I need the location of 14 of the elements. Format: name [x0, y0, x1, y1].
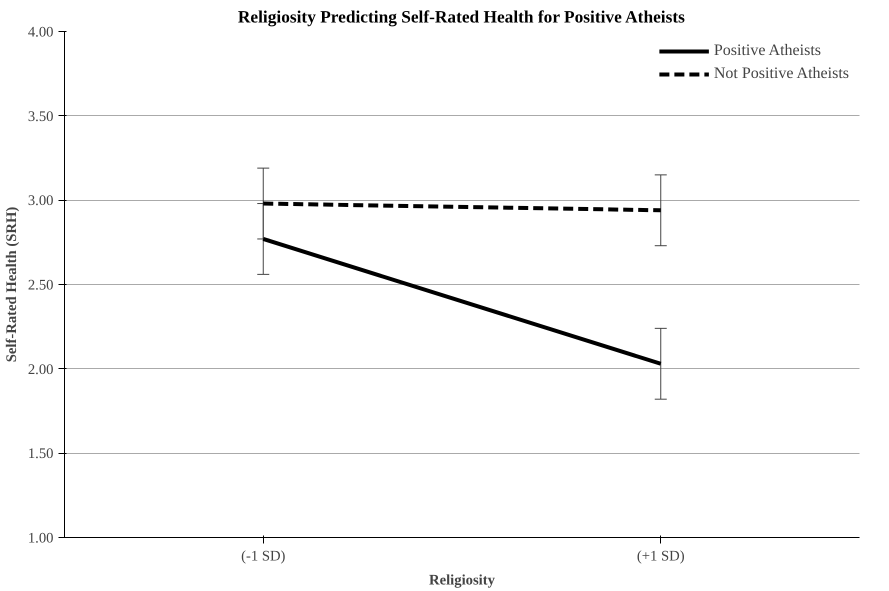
x-tick-label: (-1 SD) [241, 548, 286, 564]
legend-label: Not Positive Atheists [714, 65, 849, 83]
x-axis-title: Religiosity [429, 572, 496, 588]
y-tick-label: 3.00 [28, 193, 54, 210]
y-tick-label: 2.50 [28, 278, 54, 294]
chart-title: Religiosity Predicting Self-Rated Health for Positive Atheists [238, 8, 686, 26]
y-tick-label: 2.00 [28, 362, 54, 378]
y-axis-title: Self-Rated Health (SRH) [4, 206, 20, 362]
y-tick-label: 4.00 [28, 24, 54, 40]
x-tick-label: (+1 SD) [636, 548, 685, 564]
y-tick-label: 1.50 [28, 446, 54, 462]
y-tick-label: 1.00 [28, 530, 54, 546]
legend-label: Positive Atheists [714, 42, 821, 60]
y-tick-label: 3.50 [28, 108, 54, 125]
